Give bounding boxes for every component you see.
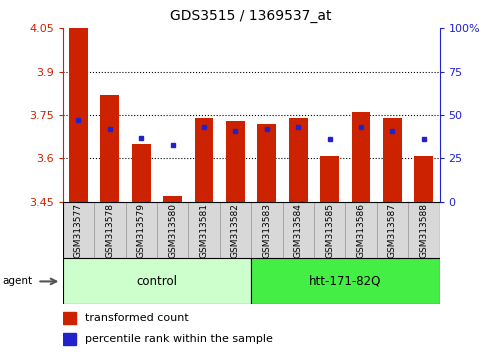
Bar [63, 258, 251, 304]
Bar [226, 121, 245, 202]
Text: GSM313585: GSM313585 [325, 204, 334, 258]
Bar [320, 155, 339, 202]
Text: GSM313584: GSM313584 [294, 204, 303, 258]
Text: GSM313578: GSM313578 [105, 204, 114, 258]
Text: control: control [137, 275, 177, 288]
Bar [195, 118, 213, 202]
Bar [157, 202, 188, 258]
Bar [383, 118, 402, 202]
Text: GSM313587: GSM313587 [388, 204, 397, 258]
Text: htt-171-82Q: htt-171-82Q [309, 275, 382, 288]
Text: agent: agent [2, 276, 32, 286]
Bar [414, 155, 433, 202]
Bar [251, 258, 440, 304]
Bar [132, 144, 151, 202]
Text: GSM313577: GSM313577 [74, 204, 83, 258]
Bar [69, 28, 88, 202]
Text: GSM313579: GSM313579 [137, 204, 146, 258]
Bar [352, 112, 370, 202]
Text: GSM313581: GSM313581 [199, 204, 209, 258]
Bar [257, 124, 276, 202]
Text: GSM313588: GSM313588 [419, 204, 428, 258]
Text: GDS3515 / 1369537_at: GDS3515 / 1369537_at [170, 9, 332, 23]
Bar [188, 202, 220, 258]
Text: GSM313583: GSM313583 [262, 204, 271, 258]
Text: GSM313586: GSM313586 [356, 204, 366, 258]
Bar [345, 202, 377, 258]
Bar [220, 202, 251, 258]
Text: GSM313582: GSM313582 [231, 204, 240, 258]
Bar [126, 202, 157, 258]
Bar [314, 202, 345, 258]
Bar [63, 333, 76, 346]
Bar [163, 196, 182, 202]
Bar [251, 202, 283, 258]
Bar [408, 202, 440, 258]
Bar [283, 202, 314, 258]
Bar [289, 118, 308, 202]
Bar [377, 202, 408, 258]
Bar [63, 312, 76, 324]
Bar [94, 202, 126, 258]
Text: percentile rank within the sample: percentile rank within the sample [85, 335, 273, 344]
Text: transformed count: transformed count [85, 313, 189, 323]
Bar [63, 202, 94, 258]
Bar [100, 95, 119, 202]
Text: GSM313580: GSM313580 [168, 204, 177, 258]
